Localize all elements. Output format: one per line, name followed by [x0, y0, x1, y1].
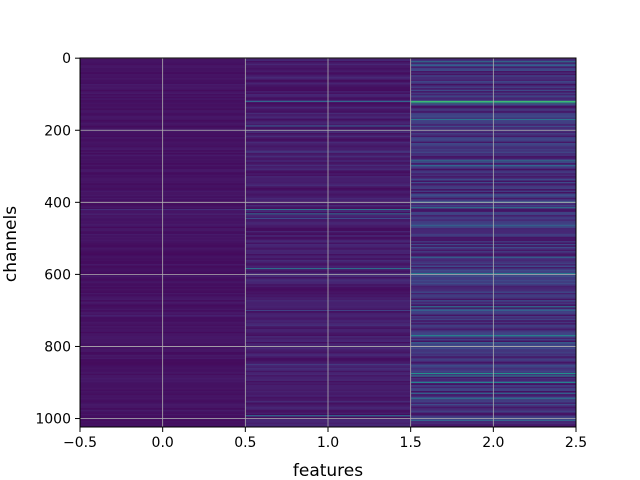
x-tick-label: 1.0: [317, 435, 339, 451]
y-tick-label: 400: [44, 195, 71, 211]
x-tick-label: 1.5: [400, 435, 422, 451]
x-tick-label: 0.0: [152, 435, 174, 451]
x-axis-label: features: [293, 461, 363, 480]
y-tick-label: 800: [44, 339, 71, 355]
y-tick-label: 600: [44, 267, 71, 283]
y-tick-label: 200: [44, 123, 71, 139]
x-tick-label: −0.5: [63, 435, 97, 451]
x-tick-label: 0.5: [234, 435, 256, 451]
x-tick-label: 2.0: [482, 435, 504, 451]
y-axis-label: channels: [1, 206, 21, 282]
y-tick-label: 1000: [35, 412, 71, 428]
ticks-layer: −0.5 0.0 0.5 1.0 1.5 2.0 2.5 0 200 400 600 800 1000: [35, 51, 587, 451]
y-tick-label: 0: [62, 51, 71, 67]
x-tick-label: 2.5: [565, 435, 587, 451]
